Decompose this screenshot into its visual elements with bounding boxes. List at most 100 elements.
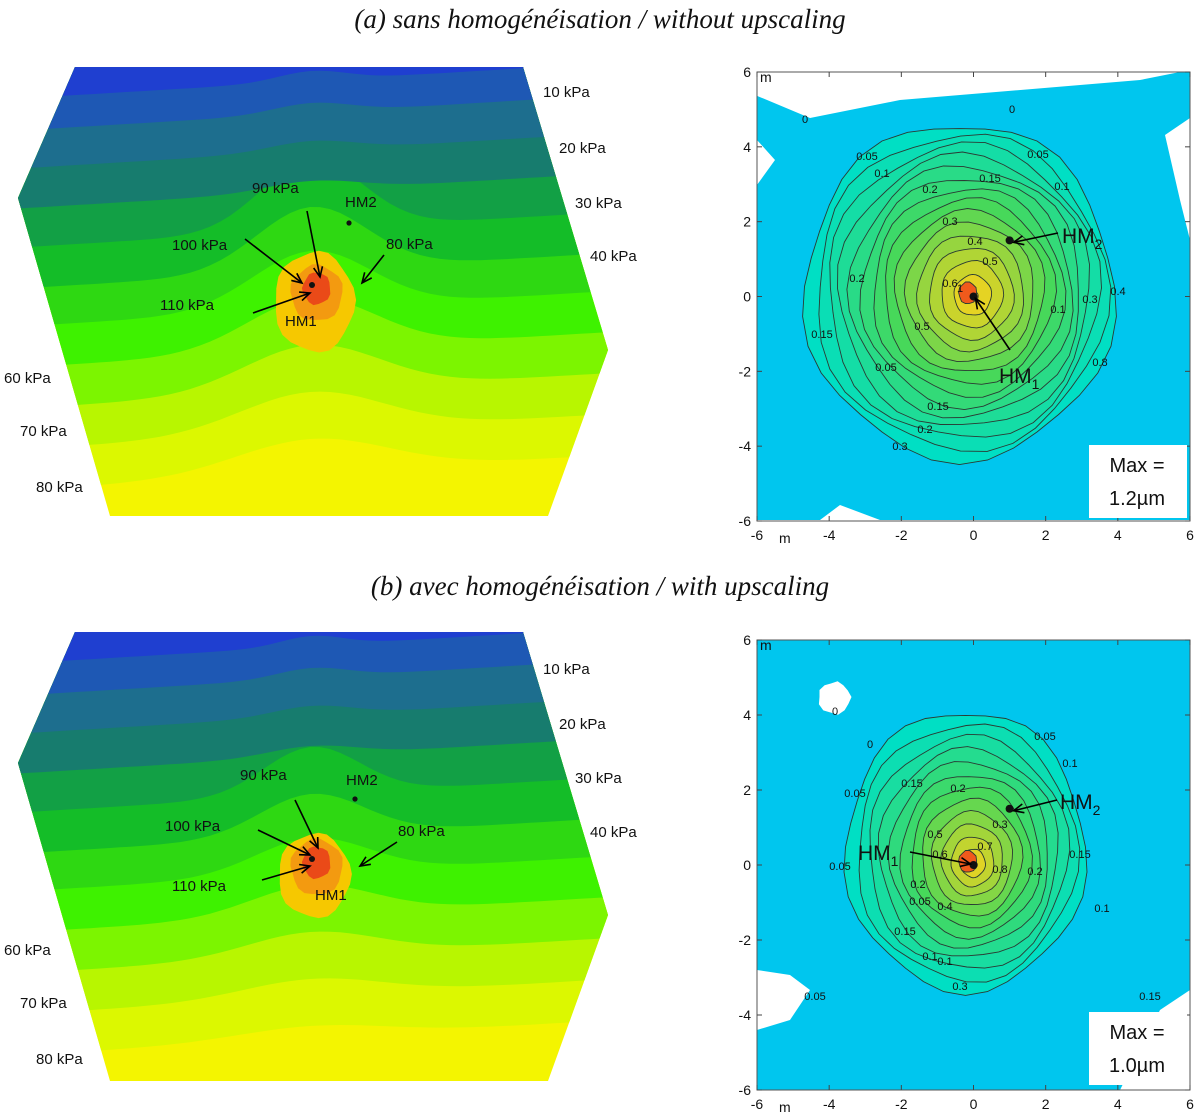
arrow-110-head (298, 863, 312, 874)
y-tick-label: -6 (739, 513, 752, 529)
x-tick-label: 6 (1186, 527, 1194, 543)
contour-value-label: 0 (832, 706, 838, 718)
contour-value-label: 0.1 (922, 951, 937, 963)
pressure-side-label: 70 kPa (20, 423, 67, 440)
arrow-90-head (309, 836, 319, 850)
contour-value-label: 0.3 (892, 441, 907, 453)
contour-value-label: 0.5 (914, 321, 929, 333)
figure-title-a: (a) sans homogénéisation / without upsca… (354, 4, 846, 34)
x-tick-label: -6 (751, 527, 764, 543)
arrow-80-head (360, 272, 373, 285)
y-unit-label: m (760, 69, 772, 85)
pressure-side-label: 10 kPa (543, 84, 590, 101)
contour-value-label: 0.4 (937, 901, 952, 913)
max-box (1089, 445, 1187, 518)
pressure-side-label: 30 kPa (575, 770, 622, 787)
hm1-arrow-shaft (974, 298, 1011, 351)
label-110kpa: 110 kPa (172, 878, 227, 895)
y-tick-label: -4 (739, 1007, 752, 1023)
contour-zero-hole (1165, 118, 1190, 240)
arrow-110-head (298, 291, 312, 302)
x-tick-label: 4 (1114, 1096, 1122, 1112)
contour-value-label: 0.8 (1092, 357, 1107, 369)
label-hm2: HM2 (346, 772, 378, 789)
contour-value-label: 0.8 (992, 864, 1007, 876)
pressure-field (18, 632, 608, 1081)
y-tick-label: 6 (743, 632, 751, 648)
y-tick-label: -4 (739, 438, 752, 454)
arrow-90-shaft (306, 210, 321, 278)
y-tick-label: -2 (739, 932, 752, 948)
contour-value-label: 0.3 (952, 981, 967, 993)
arrow-90-head (313, 266, 324, 279)
x-tick-label: 2 (1042, 1096, 1050, 1112)
contour-value-label: 0.05 (856, 151, 877, 163)
x-tick-label: -2 (895, 1096, 908, 1112)
y-tick-label: 4 (743, 139, 751, 155)
contour-value-label: 0.15 (901, 778, 922, 790)
contour-value-label: 0 (802, 114, 808, 126)
contour-value-label: 0.4 (1110, 286, 1125, 298)
contour-value-label: 0.5 (927, 829, 942, 841)
pressure-side-label: 30 kPa (575, 195, 622, 212)
hm1-label: HM1 (999, 365, 1040, 392)
x-tick-label: -4 (823, 527, 836, 543)
hm1-point (969, 861, 978, 869)
label-90kpa: 90 kPa (240, 767, 287, 784)
hm1-arrow-head (959, 856, 973, 868)
contour-value-label: 0.1 (1094, 903, 1109, 915)
hm1-point (309, 856, 315, 862)
contour-value-label: 0 (867, 739, 873, 751)
hm2-point (352, 796, 358, 802)
pressure-side-label: 60 kPa (4, 942, 51, 959)
max-label: Max = (1109, 455, 1164, 477)
x-unit-label: m (779, 1099, 791, 1115)
arrow-100-head (291, 272, 304, 285)
x-tick-label: -6 (751, 1096, 764, 1112)
contour-value-label: 0.15 (1139, 991, 1160, 1003)
contour-value-label: 0.2 (922, 184, 937, 196)
pressure-side-label: 40 kPa (590, 824, 637, 841)
label-80kpa: 80 kPa (386, 236, 433, 253)
pressure-side-label: 80 kPa (36, 1051, 83, 1068)
max-value: 1.0µm (1109, 1055, 1165, 1077)
arrow-110 (261, 863, 312, 881)
y-tick-label: 0 (743, 857, 751, 873)
contour-value-label: 0.5 (982, 256, 997, 268)
y-tick-label: 6 (743, 64, 751, 80)
contour-value-label: 0.1 (1050, 304, 1065, 316)
x-tick-label: -2 (895, 527, 908, 543)
hm1-arrow (909, 851, 973, 868)
max-box (1089, 1012, 1187, 1085)
pressure-side-label: 10 kPa (543, 661, 590, 678)
contour-value-label: 0.05 (829, 861, 850, 873)
x-tick-label: 0 (970, 527, 978, 543)
arrow-110-shaft (261, 865, 311, 881)
y-tick-label: 4 (743, 707, 751, 723)
hm1-arrow-shaft (909, 851, 971, 865)
label-hm2: HM2 (345, 194, 377, 211)
arrow-100-shaft (244, 238, 303, 284)
arrow-80-shaft (361, 254, 385, 284)
label-80kpa: 80 kPa (398, 823, 445, 840)
contour-value-label: 0.6 (942, 278, 957, 290)
contour-value-label: 0.3 (942, 216, 957, 228)
contour-value-label: 0.05 (909, 896, 930, 908)
label-100kpa: 100 kPa (165, 818, 221, 835)
hm2-arrow-head (1011, 803, 1025, 814)
pressure-field (18, 67, 608, 516)
pressure-side-label: 70 kPa (20, 995, 67, 1012)
pressure-panel-0: 10 kPa 20 kPa 30 kPa 40 kPa 60 kPa 70 kPa 80 k… (4, 67, 637, 516)
hm1-arrow (974, 296, 1011, 351)
arrow-80-head (358, 856, 371, 868)
contour-value-label: 0.7 (977, 841, 992, 853)
pressure-side-label: 20 kPa (559, 140, 606, 157)
contour-value-label: 0.05 (804, 991, 825, 1003)
arrow-100-head (298, 846, 312, 856)
max-value: 1.2µm (1109, 488, 1165, 510)
hm2-point (1005, 236, 1014, 245)
label-hm1: HM1 (285, 313, 317, 330)
arrow-80 (358, 841, 398, 868)
pressure-core-100 (301, 272, 331, 306)
